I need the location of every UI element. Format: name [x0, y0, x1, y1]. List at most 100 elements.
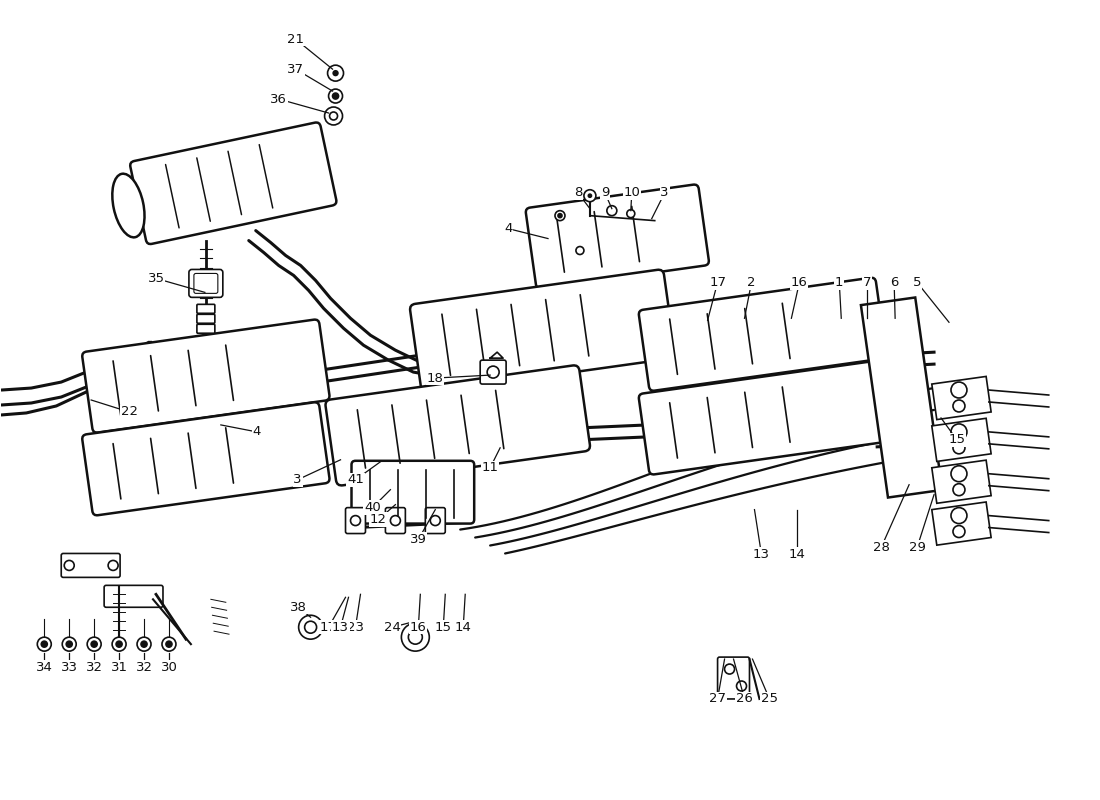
FancyBboxPatch shape: [82, 402, 330, 515]
Text: 41: 41: [348, 474, 364, 486]
Circle shape: [953, 484, 965, 496]
Circle shape: [63, 637, 76, 651]
Circle shape: [402, 623, 429, 651]
Text: 16: 16: [410, 621, 427, 634]
Text: 7: 7: [862, 276, 871, 289]
Text: 10: 10: [624, 186, 640, 199]
Circle shape: [952, 382, 967, 398]
Circle shape: [332, 93, 339, 99]
Circle shape: [627, 210, 635, 218]
Circle shape: [952, 466, 967, 482]
Text: 5: 5: [913, 276, 922, 289]
Circle shape: [66, 641, 73, 647]
Text: 31: 31: [111, 661, 128, 674]
Text: 6: 6: [890, 276, 899, 289]
Circle shape: [141, 641, 147, 647]
Text: 15: 15: [948, 434, 966, 446]
Circle shape: [390, 515, 400, 526]
FancyBboxPatch shape: [326, 366, 590, 486]
Text: 23: 23: [346, 621, 364, 634]
Bar: [932, 460, 991, 503]
FancyBboxPatch shape: [130, 122, 337, 244]
Text: 22: 22: [121, 406, 138, 418]
Circle shape: [952, 424, 967, 440]
Text: 35: 35: [147, 272, 165, 285]
Text: 29: 29: [909, 541, 925, 554]
FancyBboxPatch shape: [717, 657, 749, 699]
Circle shape: [328, 65, 343, 81]
Text: 37: 37: [287, 62, 304, 76]
Text: 33: 33: [60, 661, 78, 674]
Circle shape: [37, 637, 52, 651]
FancyBboxPatch shape: [104, 586, 163, 607]
Circle shape: [298, 615, 322, 639]
Text: 38: 38: [290, 601, 307, 614]
FancyBboxPatch shape: [481, 360, 506, 384]
Circle shape: [351, 515, 361, 526]
Text: 32: 32: [135, 661, 153, 674]
Text: 36: 36: [271, 93, 287, 106]
FancyBboxPatch shape: [526, 185, 708, 289]
Text: 3: 3: [294, 474, 301, 486]
FancyBboxPatch shape: [62, 554, 120, 578]
FancyBboxPatch shape: [197, 304, 215, 314]
Circle shape: [42, 641, 47, 647]
Circle shape: [87, 637, 101, 651]
Circle shape: [108, 561, 118, 570]
FancyBboxPatch shape: [82, 319, 330, 433]
Circle shape: [408, 630, 422, 644]
Text: 14: 14: [789, 548, 806, 561]
Circle shape: [117, 641, 122, 647]
FancyBboxPatch shape: [410, 270, 675, 393]
Text: 27: 27: [710, 693, 726, 706]
Text: 4: 4: [253, 426, 261, 438]
Text: eurospares: eurospares: [625, 314, 814, 346]
Circle shape: [64, 561, 74, 570]
Text: 32: 32: [86, 661, 102, 674]
Circle shape: [607, 206, 617, 216]
Text: 18: 18: [427, 371, 443, 385]
Circle shape: [330, 112, 338, 120]
Circle shape: [112, 637, 126, 651]
Circle shape: [587, 194, 592, 198]
Ellipse shape: [112, 174, 144, 238]
Circle shape: [332, 70, 339, 76]
Circle shape: [329, 89, 342, 103]
Circle shape: [952, 508, 967, 523]
Circle shape: [138, 637, 151, 651]
Text: 14: 14: [454, 621, 472, 634]
Text: 8: 8: [574, 186, 582, 199]
Text: 25: 25: [761, 693, 778, 706]
FancyBboxPatch shape: [197, 314, 215, 323]
Circle shape: [556, 210, 565, 221]
Circle shape: [576, 246, 584, 254]
Text: 13: 13: [332, 621, 349, 634]
Circle shape: [305, 622, 317, 633]
Text: 21: 21: [287, 33, 304, 46]
Text: 40: 40: [364, 501, 381, 514]
Text: 24: 24: [384, 621, 400, 634]
Bar: [932, 377, 991, 419]
Text: 28: 28: [872, 541, 890, 554]
Text: eurospares: eurospares: [126, 354, 316, 386]
Circle shape: [487, 366, 499, 378]
FancyBboxPatch shape: [639, 278, 887, 390]
FancyBboxPatch shape: [385, 508, 406, 534]
Text: 2: 2: [747, 276, 756, 289]
Text: 39: 39: [410, 533, 427, 546]
Text: 11: 11: [482, 462, 498, 474]
Circle shape: [953, 442, 965, 454]
Text: 9: 9: [601, 186, 609, 199]
Text: 34: 34: [36, 661, 53, 674]
Circle shape: [584, 190, 596, 202]
Text: 4: 4: [504, 222, 513, 235]
Text: 15: 15: [434, 621, 452, 634]
FancyBboxPatch shape: [426, 508, 446, 534]
FancyBboxPatch shape: [639, 362, 887, 474]
Circle shape: [953, 400, 965, 412]
Circle shape: [324, 107, 342, 125]
Text: 16: 16: [791, 276, 807, 289]
FancyBboxPatch shape: [352, 461, 474, 523]
Bar: [932, 418, 991, 462]
Circle shape: [162, 637, 176, 651]
